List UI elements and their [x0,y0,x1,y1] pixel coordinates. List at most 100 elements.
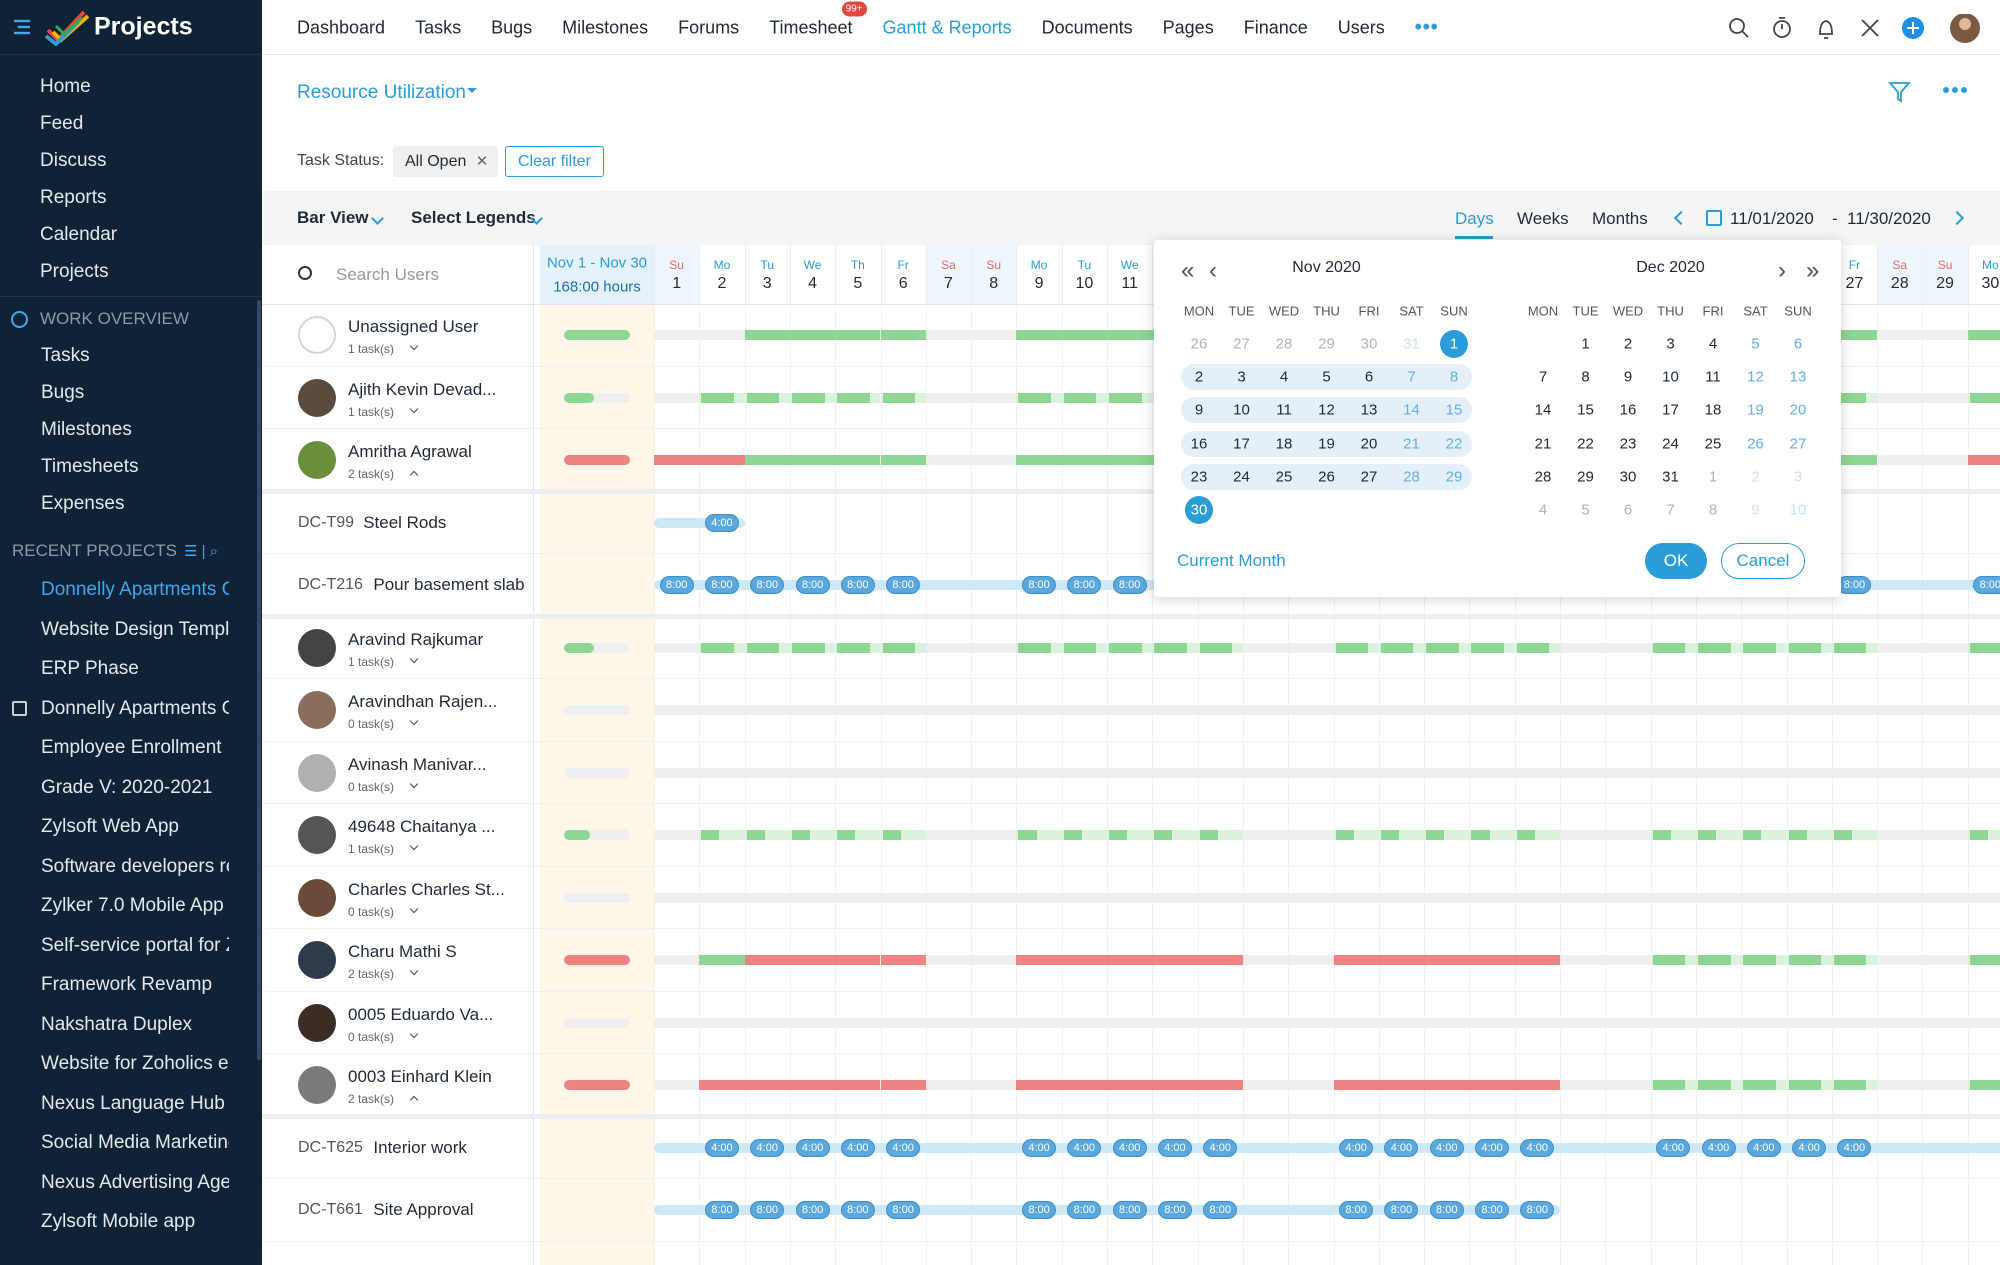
expand-chevron[interactable] [409,717,418,726]
project-item[interactable]: Framework Revamp [41,974,213,995]
expand-chevron[interactable] [409,779,418,788]
calendar-day[interactable]: 9 [1623,368,1633,386]
calendar-day[interactable]: 28 [1275,335,1293,353]
calendar-day[interactable]: 11 [1705,368,1721,386]
calendar-day[interactable]: 2 [1194,368,1204,386]
project-item[interactable]: Zylsoft Mobile app [41,1211,196,1232]
calendar-day[interactable]: 25 [1275,468,1293,486]
calendar-day[interactable]: 24 [1662,435,1679,453]
ok-button[interactable]: OK [1645,543,1707,579]
top-nav-item[interactable]: Forums [678,17,740,38]
project-item[interactable]: Grade V: 2020-2021 [41,776,213,798]
nav-item[interactable]: Discuss [40,150,107,171]
expand-chevron[interactable] [409,842,418,851]
nav-item[interactable]: Calendar [40,224,118,245]
user-name[interactable]: Charles Charles St... [348,879,505,899]
project-item[interactable]: ERP Phase [41,658,139,679]
work-item[interactable]: Bugs [41,382,85,403]
calendar-day[interactable]: 30 [1360,335,1378,353]
expand-chevron[interactable] [409,1096,418,1105]
work-item[interactable]: Milestones [41,419,132,440]
project-item[interactable]: Donnelly Apartments C [41,579,229,600]
calendar-day[interactable]: 30 [1619,468,1637,486]
expand-chevron[interactable] [409,904,418,913]
calendar-day[interactable]: 22 [1445,435,1463,453]
project-item[interactable]: Nexus Language Hub [41,1092,225,1114]
task-count[interactable]: 0 task(s) [348,904,395,919]
cal-nav[interactable]: » [1806,257,1820,284]
calendar-day[interactable]: 11 [1276,401,1292,419]
top-nav-more[interactable]: ••• [1414,16,1439,39]
task-count[interactable]: 2 task(s) [348,967,395,982]
user-name[interactable]: Aravind Rajkumar [348,629,484,649]
calendar-day[interactable]: 13 [1789,368,1807,386]
calendar-day[interactable]: 18 [1275,435,1293,453]
calendar-day[interactable]: 10 [1789,501,1807,519]
calendar-day[interactable]: 7 [1407,368,1416,386]
calendar-day[interactable]: 9 [1194,401,1204,419]
expand-chevron[interactable] [409,967,418,976]
calendar-day[interactable]: 14 [1534,401,1552,419]
top-nav-item[interactable]: Tasks [415,17,462,38]
top-nav-item[interactable]: Timesheet 99+ [769,1,867,39]
calendar-day[interactable]: 12 [1747,368,1764,386]
task-count[interactable]: 1 task(s) [348,404,395,419]
calendar-day[interactable]: 8 [1581,368,1590,386]
expand-chevron[interactable] [409,471,418,480]
calendar-day[interactable]: 25 [1704,435,1722,453]
project-item[interactable]: Zylker 7.0 Mobile App [41,895,224,916]
calendar-day[interactable]: 22 [1577,435,1594,453]
calendar-day[interactable]: 5 [1751,335,1760,353]
task-count[interactable]: 0 task(s) [348,779,395,794]
calendar-day[interactable]: 23 [1190,468,1208,486]
calendar-day[interactable]: 28 [1534,468,1552,486]
calendar-day[interactable]: 29 [1577,468,1594,486]
calendar-day[interactable]: 18 [1704,401,1722,419]
menu-icon[interactable] [12,18,32,36]
calendar-day[interactable]: 2 [1751,468,1760,486]
project-item[interactable]: Donnelly Apartments C [41,697,229,719]
task-count[interactable]: 2 task(s) [348,467,395,482]
top-nav-item[interactable]: Milestones [562,17,649,38]
work-item[interactable]: Expenses [41,493,125,514]
calendar-day[interactable]: 29 [1445,468,1463,486]
task-count[interactable]: 2 task(s) [348,1092,395,1107]
project-item[interactable]: Employee Enrollment [41,737,222,758]
top-nav-item[interactable]: Dashboard [297,17,386,38]
calendar-day[interactable]: 15 [1445,401,1463,419]
view-select[interactable]: Bar View [297,208,369,227]
user-name[interactable]: Charu Mathi S [348,942,457,962]
search-input[interactable]: Search Users [336,265,439,284]
project-item[interactable]: Nakshatra Duplex [41,1013,193,1035]
expand-chevron[interactable] [409,1029,418,1038]
calendar-day[interactable]: 1 [1449,335,1459,353]
calendar-day[interactable]: 19 [1747,401,1764,419]
calendar-day[interactable]: 10 [1662,368,1679,386]
user-name[interactable]: 49648 Chaitanya ... [348,817,496,837]
calendar-day[interactable]: 17 [1233,435,1250,453]
calendar-day[interactable]: 8 [1449,368,1459,386]
calendar-day[interactable]: 15 [1577,401,1594,419]
task-name[interactable]: Site Approval [373,1200,474,1220]
task-count[interactable]: 1 task(s) [348,654,395,669]
calendar-day[interactable]: 30 [1190,501,1208,519]
work-item[interactable]: Timesheets [41,456,139,477]
calendar-day[interactable]: 1 [1581,335,1590,353]
project-item[interactable]: Self-service portal for Z [41,934,229,956]
calendar-day[interactable]: 27 [1789,435,1807,453]
more-icon[interactable] [1942,86,1968,94]
task-count[interactable]: 1 task(s) [348,842,395,857]
calendar-day[interactable]: 13 [1360,401,1378,419]
calendar-day[interactable]: 14 [1403,401,1420,419]
expand-chevron[interactable] [409,404,418,413]
calendar-day[interactable]: 8 [1708,501,1718,519]
calendar-day[interactable]: 4 [1538,501,1548,519]
calendar-day[interactable]: 20 [1360,435,1378,453]
calendar-day[interactable]: 31 [1662,468,1679,486]
calendar-day[interactable]: 1 [1708,468,1718,486]
project-item[interactable]: Zylsoft Web App [41,816,179,837]
current-month[interactable]: Current Month [1177,551,1286,570]
top-nav-item[interactable]: Gantt & Reports [882,17,1012,38]
filter-chip[interactable]: All Open ✕ [393,146,499,177]
calendar-day[interactable]: 12 [1318,401,1335,419]
